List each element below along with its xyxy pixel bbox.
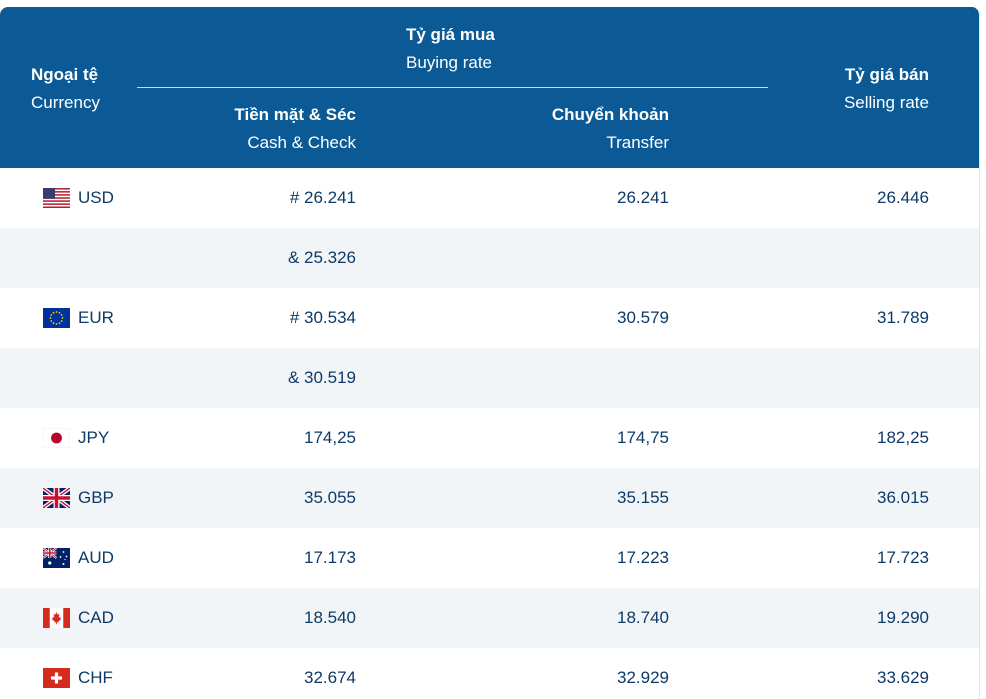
currency-header-vi: Ngoại tệ [31, 65, 99, 84]
selling-rate: 17.723 [877, 548, 929, 567]
selling-rate-header-vi: Tỷ giá bán [844, 65, 929, 84]
transfer-rate: 26.241 [617, 188, 669, 207]
transfer-header-en: Transfer [606, 133, 669, 152]
table-row: CAD 18.540 18.740 19.290 [0, 588, 979, 648]
jp-flag-icon [43, 428, 70, 448]
cash-check-rate: & 25.326 [287, 248, 356, 267]
cash-check-rate: 174,25 [304, 428, 356, 447]
transfer-rate: 32.929 [617, 668, 669, 687]
currency-code: AUD [78, 548, 114, 567]
cash-check-rate: # 26.241 [289, 188, 356, 207]
table-row: CHF 32.674 32.929 33.629 [0, 648, 979, 699]
cash-check-rate: 18.540 [304, 608, 356, 627]
transfer-rate: 174,75 [617, 428, 669, 447]
table-row: USD # 26.241 26.241 26.446 [0, 168, 979, 228]
header-divider [137, 87, 768, 88]
currency-code: GBP [78, 488, 114, 507]
selling-rate: 31.789 [877, 308, 929, 327]
selling-rate: 26.446 [877, 188, 929, 207]
cash-check-rate: & 30.519 [287, 368, 356, 387]
buying-rate-header-en: Buying rate [406, 53, 492, 72]
ca-flag-icon [43, 608, 70, 628]
table-row: & 25.326 [0, 228, 979, 288]
table-body: USD # 26.241 26.241 26.446 & 25.326 [0, 168, 979, 699]
ch-flag-icon [43, 668, 70, 688]
currency-header-en: Currency [31, 93, 100, 112]
table-row: & 30.519 [0, 348, 979, 408]
selling-rate-header-en: Selling rate [843, 93, 929, 112]
table-row: EUR # 30.534 30.579 31.789 [0, 288, 979, 348]
eu-flag-icon [43, 308, 70, 328]
cash-check-header-en: Cash & Check [247, 133, 356, 152]
currency-code: JPY [78, 428, 110, 447]
transfer-rate: 30.579 [617, 308, 669, 327]
currency-code: USD [78, 188, 114, 207]
au-flag-icon [43, 548, 70, 568]
uk-flag-icon [43, 488, 70, 508]
cash-check-header-vi: Tiền mặt & Séc [234, 105, 356, 124]
currency-code: EUR [78, 308, 114, 327]
cash-check-rate: # 30.534 [289, 308, 356, 327]
selling-rate: 33.629 [877, 668, 929, 687]
currency-code: CHF [78, 668, 113, 687]
us-flag-icon [43, 188, 70, 208]
cash-check-rate: 35.055 [304, 488, 356, 507]
cash-check-rate: 32.674 [304, 668, 356, 687]
table-row: JPY 174,25 174,75 182,25 [0, 408, 979, 468]
transfer-header-vi: Chuyển khoản [551, 105, 669, 124]
buying-rate-header-vi: Tỷ giá mua [406, 25, 495, 44]
transfer-rate: 17.223 [617, 548, 669, 567]
currency-code: CAD [78, 608, 114, 627]
transfer-rate: 18.740 [617, 608, 669, 627]
selling-rate: 36.015 [877, 488, 929, 507]
transfer-rate: 35.155 [617, 488, 669, 507]
exchange-rate-table: Ngoại tệ Currency Tỷ giá mua Buying rate… [0, 7, 980, 699]
selling-rate: 182,25 [877, 428, 929, 447]
cash-check-rate: 17.173 [304, 548, 356, 567]
table-row: AUD 17.173 17.223 17.723 [0, 528, 979, 588]
table-header: Ngoại tệ Currency Tỷ giá mua Buying rate… [0, 7, 979, 168]
selling-rate: 19.290 [877, 608, 929, 627]
table-row: GBP 35.055 35.155 36.015 [0, 468, 979, 528]
